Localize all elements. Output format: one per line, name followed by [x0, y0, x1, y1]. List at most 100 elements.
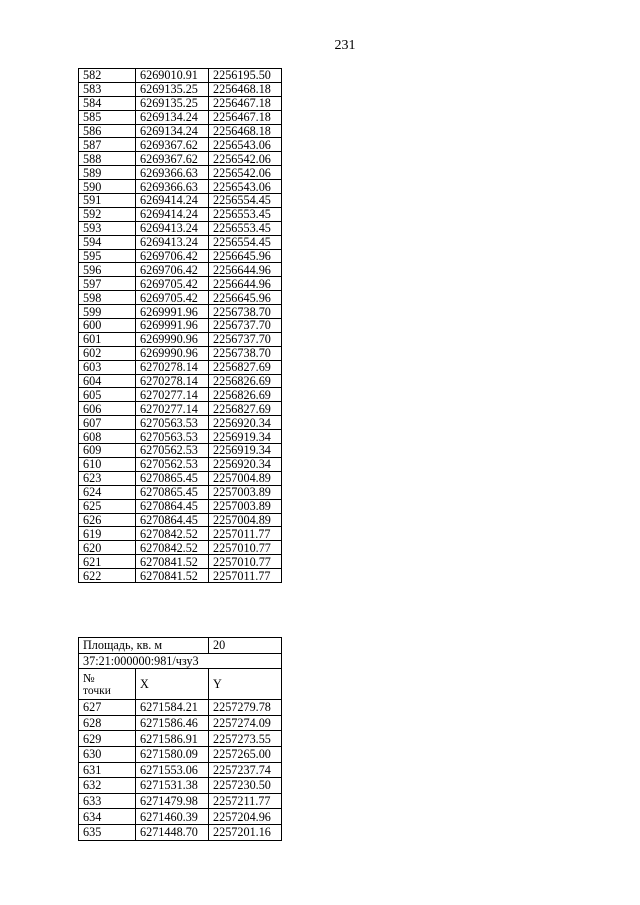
x-coordinate: 6271531.38: [135, 777, 209, 794]
y-coordinate: 2256468.18: [208, 81, 282, 97]
table-row: 588 6269367.62 2256542.06: [78, 151, 282, 167]
y-coordinate: 2256467.18: [208, 95, 282, 111]
point-number: 627: [78, 699, 136, 716]
point-number: 609: [78, 443, 136, 458]
point-number: 587: [78, 137, 136, 153]
x-coordinate: 6270842.52: [135, 540, 209, 556]
point-number: 634: [78, 808, 136, 825]
x-coordinate: 6269414.24: [135, 193, 209, 208]
table-row: 624 6270865.45 2257003.89: [78, 484, 282, 500]
point-number: 622: [78, 568, 136, 583]
y-coordinate: 2257204.96: [208, 808, 282, 825]
table-row: 634 6271460.39 2257204.96: [78, 808, 282, 825]
x-coordinate: 6271448.70: [135, 823, 209, 841]
point-number: 594: [78, 234, 136, 250]
x-coordinate: 6269134.24: [135, 109, 209, 125]
point-number: 631: [78, 761, 136, 779]
table-row: 594 6269413.24 2256554.45: [78, 234, 282, 250]
x-coordinate: 6271584.21: [135, 699, 209, 716]
table-row: 623 6270865.45 2257004.89: [78, 470, 282, 486]
x-coordinate: 6269135.25: [135, 95, 209, 111]
y-coordinate: 2256738.70: [208, 345, 282, 361]
table-row: 601 6269990.96 2256737.70: [78, 331, 282, 347]
point-number: 621: [78, 554, 136, 570]
y-coordinate: 2256826.69: [208, 387, 282, 403]
point-number: 602: [78, 345, 136, 361]
coordinates-table-bottom: Площадь, кв. м 20 37:21:000000:981/чзу3 …: [78, 637, 282, 841]
table-row: 584 6269135.25 2256467.18: [78, 95, 282, 111]
y-coordinate: 2256920.34: [208, 456, 282, 472]
point-number: 596: [78, 262, 136, 278]
table-row: 582 6269010.91 2256195.50: [78, 68, 282, 83]
table-row: 597 6269705.42 2256644.96: [78, 276, 282, 292]
point-number: 628: [78, 714, 136, 732]
point-number: 599: [78, 304, 136, 320]
table-row: 631 6271553.06 2257237.74: [78, 761, 282, 779]
point-number: 585: [78, 109, 136, 125]
x-coordinate: 6270865.45: [135, 470, 209, 486]
point-number: 597: [78, 276, 136, 292]
table-row: 589 6269366.63 2256542.06: [78, 165, 282, 181]
x-coordinate: 6270278.14: [135, 359, 209, 375]
header-x: X: [135, 668, 209, 701]
header-point-no-line1: №: [83, 670, 95, 685]
y-coordinate: 2256543.06: [208, 137, 282, 153]
y-coordinate: 2257004.89: [208, 470, 282, 486]
y-coordinate: 2256467.18: [208, 109, 282, 125]
point-number: 635: [78, 823, 136, 841]
table-row: 625 6270864.45 2257003.89: [78, 498, 282, 514]
table-row: 591 6269414.24 2256554.45: [78, 193, 282, 208]
x-coordinate: 6270841.52: [135, 568, 209, 583]
point-number: 608: [78, 429, 136, 445]
x-coordinate: 6270842.52: [135, 526, 209, 542]
x-coordinate: 6269705.42: [135, 276, 209, 292]
table-row: 593 6269413.24 2256553.45: [78, 220, 282, 236]
x-coordinate: 6270841.52: [135, 554, 209, 570]
x-coordinate: 6270864.45: [135, 498, 209, 514]
header-point-no-line2: точки: [83, 684, 111, 697]
x-coordinate: 6269991.96: [135, 304, 209, 320]
point-number: 586: [78, 123, 136, 139]
point-number: 595: [78, 248, 136, 264]
y-coordinate: 2256919.34: [208, 443, 282, 458]
y-coordinate: 2256738.70: [208, 304, 282, 320]
area-value: 20: [208, 637, 282, 654]
x-coordinate: 6271553.06: [135, 761, 209, 779]
y-coordinate: 2256645.96: [208, 290, 282, 306]
y-coordinate: 2257211.77: [208, 792, 282, 810]
point-number: 607: [78, 415, 136, 431]
x-coordinate: 6269366.63: [135, 165, 209, 181]
x-coordinate: 6269706.42: [135, 248, 209, 264]
table-row: 595 6269706.42 2256645.96: [78, 248, 282, 264]
y-coordinate: 2257003.89: [208, 498, 282, 514]
x-coordinate: 6269366.63: [135, 179, 209, 195]
x-coordinate: 6269413.24: [135, 220, 209, 236]
table-row: 628 6271586.46 2257274.09: [78, 714, 282, 732]
table-row: 606 6270277.14 2256827.69: [78, 401, 282, 417]
y-coordinate: 2257010.77: [208, 554, 282, 570]
table-row: 632 6271531.38 2257230.50: [78, 777, 282, 794]
point-number: 588: [78, 151, 136, 167]
point-number: 630: [78, 745, 136, 763]
x-coordinate: 6270563.53: [135, 429, 209, 445]
x-coordinate: 6269990.96: [135, 345, 209, 361]
table-row: 596 6269706.42 2256644.96: [78, 262, 282, 278]
point-number: 620: [78, 540, 136, 556]
y-coordinate: 2256827.69: [208, 359, 282, 375]
point-number: 610: [78, 456, 136, 472]
point-number: 623: [78, 470, 136, 486]
table-row: 610 6270562.53 2256920.34: [78, 456, 282, 472]
section-id-row: 37:21:000000:981/чзу3: [78, 652, 282, 670]
y-coordinate: 2257010.77: [208, 540, 282, 556]
x-coordinate: 6271460.39: [135, 808, 209, 825]
point-number: 624: [78, 484, 136, 500]
y-coordinate: 2257279.78: [208, 699, 282, 716]
area-label: Площадь, кв. м: [78, 637, 209, 654]
point-number: 606: [78, 401, 136, 417]
x-coordinate: 6271586.91: [135, 730, 209, 747]
x-coordinate: 6270277.14: [135, 401, 209, 417]
y-coordinate: 2257274.09: [208, 714, 282, 732]
table-row: 583 6269135.25 2256468.18: [78, 81, 282, 97]
x-coordinate: 6269990.96: [135, 331, 209, 347]
table-row: 622 6270841.52 2257011.77: [78, 568, 282, 583]
